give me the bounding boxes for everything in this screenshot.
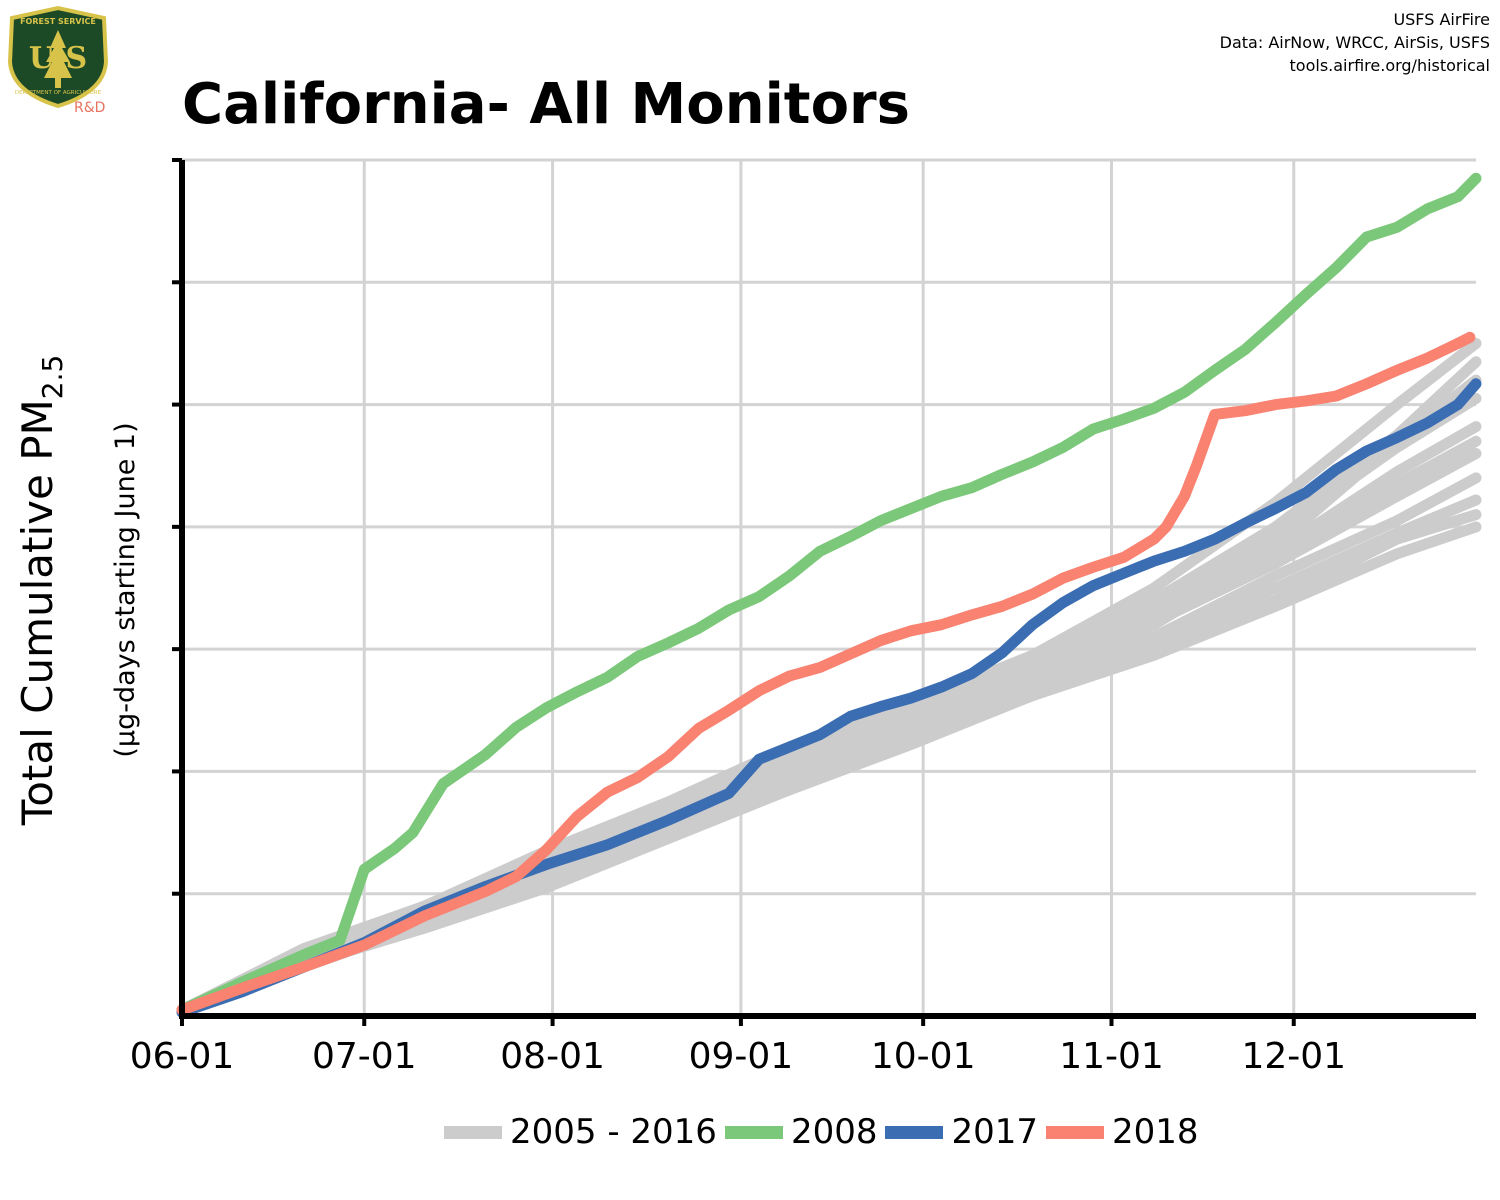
legend-item-history: 2005 - 2016 <box>444 1112 717 1152</box>
legend-label: 2005 - 2016 <box>510 1112 717 1152</box>
x-tick-label: 12-01 <box>1241 1036 1346 1077</box>
legend-label: 2018 <box>1112 1112 1199 1152</box>
credit-line: Data: AirNow, WRCC, AirSis, USFS <box>1219 33 1490 52</box>
legend-swatch-history <box>444 1125 502 1139</box>
y-axis-sublabel: (µg-days starting June 1) <box>110 422 141 757</box>
credit-line: tools.airfire.org/historical <box>1289 56 1490 75</box>
legend-swatch-2018 <box>1046 1125 1105 1139</box>
legend-item-2017: 2017 <box>885 1112 1038 1152</box>
y-axis-label-main: Total Cumulative PM <box>13 399 62 826</box>
legend-swatch-2008 <box>724 1125 783 1139</box>
x-tick-label: 10-01 <box>871 1036 976 1077</box>
y-axis-label: Total Cumulative PM2.5 <box>13 355 69 827</box>
legend-item-2018: 2018 <box>1046 1112 1199 1152</box>
logo-top-text: FOREST SERVICE <box>20 17 96 26</box>
chart-title: California- All Monitors <box>182 72 910 137</box>
logo-rd-tag: R&D <box>74 100 105 116</box>
history-series-2005-2016 <box>176 337 1482 1016</box>
credits: USFS AirFire Data: AirNow, WRCC, AirSis,… <box>1220 8 1490 77</box>
highlight-series <box>176 172 1482 1018</box>
usfs-tree-icon <box>44 30 72 88</box>
x-tick-label: 11-01 <box>1059 1036 1164 1077</box>
legend-label: 2017 <box>951 1112 1039 1152</box>
x-tick-label: 09-01 <box>689 1036 794 1077</box>
usfs-logo: FOREST SERVICE U S DEPARTMENT OF AGRICUL… <box>7 5 109 116</box>
legend-swatch-2017 <box>885 1125 944 1139</box>
legend: 2005 - 2016 2008 2017 2018 <box>444 1112 1207 1152</box>
x-tick-labels: 06-01 07-01 08-01 09-01 10-01 11-01 12-01 <box>130 1036 1346 1077</box>
legend-item-2008: 2008 <box>724 1112 878 1152</box>
y-axis-label-subscript: 2.5 <box>36 355 69 400</box>
logo-letters: U S <box>29 41 87 76</box>
series-line-2008 <box>176 172 1482 1016</box>
axes <box>172 158 1476 1026</box>
logo-bottom-text: DEPARTMENT OF AGRICULTURE <box>15 90 102 96</box>
credit-line: USFS AirFire <box>1393 10 1490 29</box>
x-tick-label: 06-01 <box>130 1036 235 1077</box>
history-series-line <box>176 374 1482 1016</box>
x-tick-label: 08-01 <box>500 1036 605 1077</box>
x-tick-label: 07-01 <box>312 1036 417 1077</box>
history-series-line <box>176 337 1482 1016</box>
history-series-line <box>176 356 1482 1016</box>
series-line-2018 <box>176 331 1476 1016</box>
legend-label: 2008 <box>790 1112 878 1152</box>
